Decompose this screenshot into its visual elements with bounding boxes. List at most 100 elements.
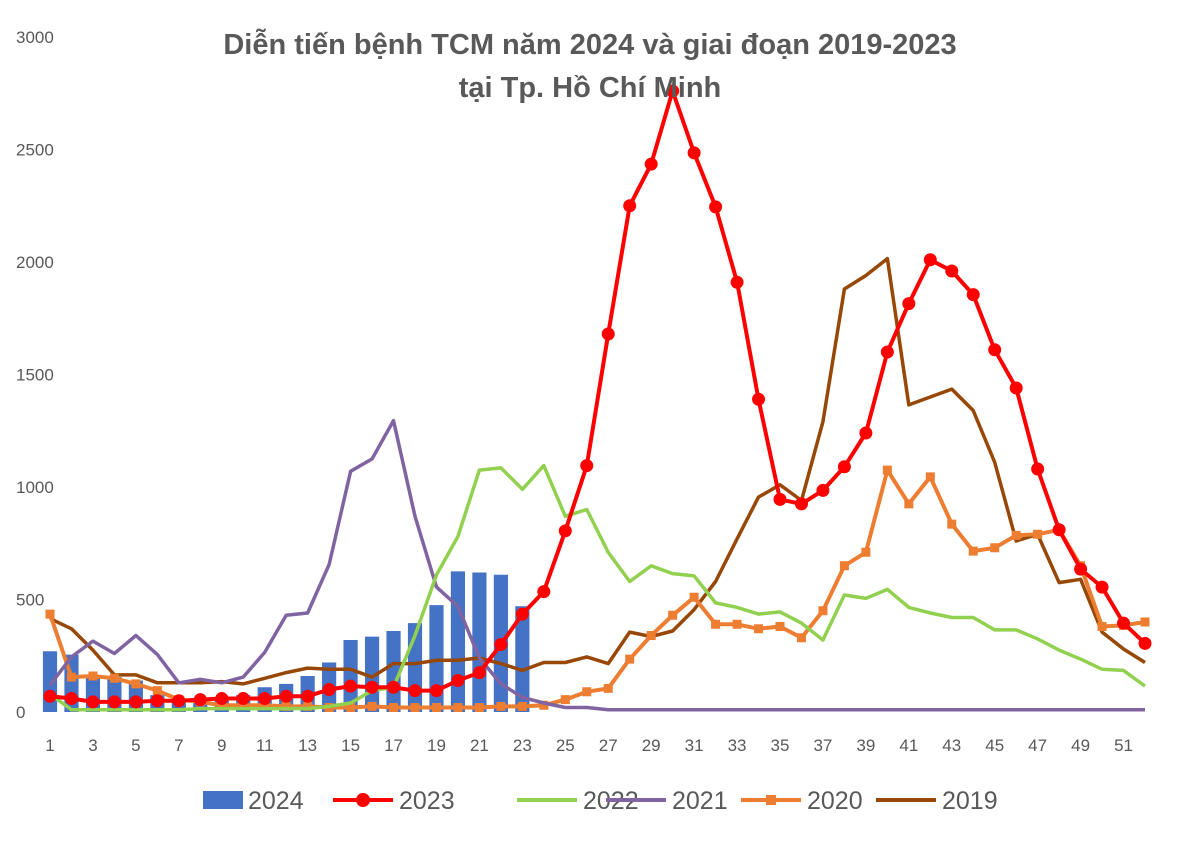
- y-tick-label: 500: [16, 591, 44, 610]
- y-tick-label: 3000: [16, 28, 54, 47]
- x-tick-label: 11: [256, 736, 274, 755]
- point-2020: [603, 683, 613, 693]
- point-2020: [646, 631, 656, 640]
- point-2023: [988, 343, 1002, 357]
- point-2023: [837, 460, 851, 474]
- bar-2024: [515, 606, 530, 712]
- series-line-2019: [49, 256, 1146, 686]
- x-tick-label: 7: [174, 736, 183, 755]
- y-tick-label: 0: [16, 703, 25, 722]
- legend-swatch-2024: [203, 791, 243, 809]
- y-tick-label: 2000: [16, 253, 54, 272]
- series-line-2023: [49, 89, 1147, 704]
- x-tick-label: 51: [1114, 736, 1133, 755]
- legend-label-2023: 2023: [399, 787, 455, 815]
- x-tick-label: 23: [513, 736, 532, 755]
- legend-label-2019: 2019: [942, 787, 998, 815]
- point-2020: [303, 701, 313, 711]
- point-2023: [1009, 381, 1023, 395]
- point-2023: [472, 666, 486, 680]
- point-2023: [429, 684, 443, 698]
- point-2020: [754, 624, 764, 634]
- point-2023: [687, 146, 701, 160]
- point-2023: [215, 692, 229, 705]
- point-2020: [453, 703, 463, 712]
- point-2020: [88, 671, 98, 681]
- point-2020: [1097, 622, 1107, 631]
- x-tick-label: 21: [470, 736, 489, 755]
- point-2023: [43, 689, 57, 703]
- point-2020: [882, 465, 892, 475]
- point-2020: [668, 610, 678, 620]
- x-tick-label: 19: [427, 736, 446, 755]
- legend-label-2021: 2021: [672, 787, 728, 815]
- point-2020: [66, 672, 76, 682]
- series-line-2022: [48, 463, 1147, 712]
- point-2023: [258, 692, 272, 705]
- x-tick-label: 15: [341, 736, 360, 755]
- bar-2024: [450, 571, 466, 712]
- point-2020: [990, 543, 1000, 553]
- y-tick-label: 2500: [16, 141, 54, 160]
- x-tick-label: 29: [642, 736, 661, 755]
- point-2020: [711, 619, 721, 629]
- bar-2024: [343, 640, 358, 712]
- point-2023: [150, 694, 164, 708]
- point-2023: [601, 327, 615, 341]
- point-2020: [689, 592, 699, 602]
- point-2023: [1031, 462, 1045, 476]
- x-tick-label: 27: [599, 736, 618, 755]
- point-2020: [796, 633, 806, 643]
- legend-label-2020: 2020: [807, 787, 863, 815]
- point-2020: [281, 701, 291, 711]
- point-2023: [966, 288, 980, 302]
- bar-2024: [42, 651, 58, 712]
- point-2023: [923, 253, 937, 267]
- point-2023: [64, 692, 78, 705]
- x-tick-label: 13: [298, 736, 317, 755]
- point-2023: [387, 680, 401, 694]
- point-2020: [431, 703, 441, 712]
- point-2023: [623, 199, 637, 213]
- point-2023: [558, 524, 572, 538]
- point-2020: [517, 701, 527, 711]
- point-2023: [816, 483, 830, 497]
- chart-subtitle: tại Tp. Hồ Chí Minh: [459, 72, 722, 104]
- x-tick-label: 43: [942, 736, 961, 755]
- point-2023: [322, 683, 336, 696]
- point-2020: [968, 546, 978, 556]
- x-tick-label: 9: [217, 736, 226, 755]
- point-2023: [86, 695, 100, 709]
- point-2020: [732, 619, 742, 629]
- point-2020: [496, 701, 506, 711]
- legend-label-2024: 2024: [248, 787, 304, 815]
- point-2020: [560, 695, 570, 705]
- point-2023: [1074, 562, 1088, 576]
- point-2023: [773, 492, 787, 506]
- x-tick-label: 47: [1028, 736, 1047, 755]
- point-2020: [238, 700, 248, 710]
- x-tick-label: 25: [556, 736, 575, 755]
- point-2023: [666, 84, 680, 98]
- point-2023: [880, 345, 894, 359]
- point-2020: [625, 654, 635, 664]
- point-2020: [1140, 617, 1150, 627]
- point-2020: [539, 700, 549, 710]
- y-tick-label: 1000: [16, 478, 54, 497]
- point-2023: [644, 157, 658, 171]
- series-line-2020: [48, 468, 1146, 710]
- point-2023: [107, 695, 121, 709]
- x-tick-label: 49: [1071, 736, 1090, 755]
- point-2023: [794, 497, 808, 511]
- point-2023: [1095, 580, 1109, 594]
- legend-marker-2020: [766, 795, 776, 805]
- point-2023: [301, 689, 315, 703]
- point-2020: [861, 547, 871, 557]
- point-2023: [236, 692, 250, 705]
- point-2023: [515, 607, 529, 621]
- point-2023: [902, 297, 916, 311]
- point-2023: [730, 275, 744, 289]
- point-2023: [537, 585, 551, 599]
- x-tick-label: 41: [899, 736, 918, 755]
